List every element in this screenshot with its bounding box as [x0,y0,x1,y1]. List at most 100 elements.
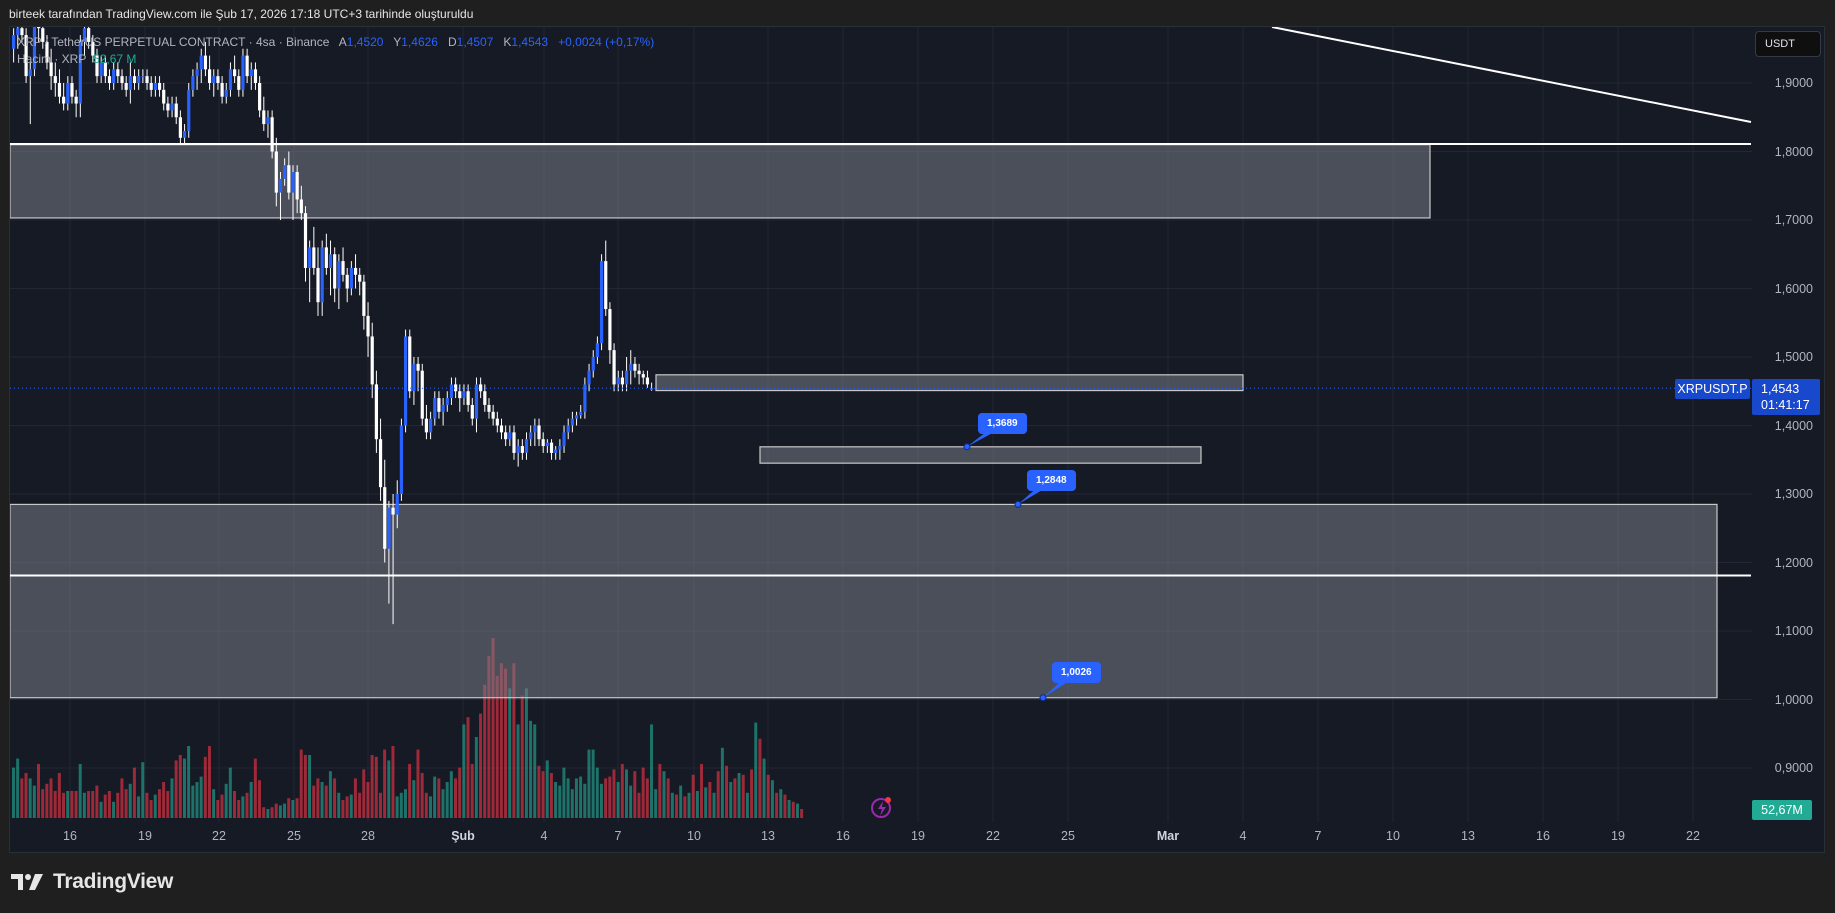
volume-bar [207,746,211,818]
candle-body [633,363,637,371]
volume-bar [687,792,691,818]
candle-body [249,69,253,77]
volume-bar [374,756,378,818]
volume-bar [408,764,412,818]
candle-body [616,377,620,385]
volume-bar [91,791,95,818]
candle-body [237,76,241,90]
time-tick-label: 28 [361,829,375,843]
candle-body [449,384,454,399]
volume-bar [520,695,524,818]
tradingview-brand[interactable]: TradingView [11,870,173,894]
candle-body [512,432,516,453]
volume-bar [562,767,566,818]
candle-body [333,254,337,289]
volume-bar [182,758,186,818]
candle-body [641,374,645,378]
candle-body [466,391,470,405]
lightning-alert-icon[interactable] [871,797,891,818]
candle-body [479,384,483,392]
candle-body [299,199,303,214]
volume-bar [45,783,49,818]
volume-bar [787,800,791,818]
volume-bar [378,792,382,818]
volume-bar [720,747,724,818]
price-callout-label[interactable]: 1,0026 [1052,662,1101,683]
price-callout-label[interactable]: 1,3689 [978,413,1027,434]
volume-bar [795,803,799,818]
volume-bar [695,791,699,818]
candle-body [191,76,195,90]
volume-bar [641,767,645,818]
volume-bar [278,805,282,818]
candle-body [212,76,216,83]
candle-body [366,315,370,337]
volume-bar [287,798,291,818]
price-plot-area[interactable] [10,27,1752,822]
callout-anchor [1014,500,1022,508]
volume-bar [320,782,324,818]
volume-bar [395,796,399,818]
volume-bar [337,792,341,818]
volume-bar [433,776,437,818]
volume-bar [591,749,595,818]
candle-body [124,83,128,90]
volume-bar [245,792,249,818]
volume-bar [624,769,628,818]
candle-body [583,384,587,412]
candle-body [157,83,162,90]
candle-body [283,165,287,179]
volume-bar [362,769,366,818]
candle-body [429,418,433,433]
upper-supply-zone [10,144,1431,219]
currency-button[interactable]: USDT [1755,31,1821,57]
volume-bar [445,782,449,818]
time-tick-label: 22 [986,829,1000,843]
time-axis[interactable]: 16 19 22 25 28 Şub 4 7 10 13 16 19 22 25 Mar 4 7 10 13 16 19… [10,822,1752,852]
volume-bar [449,771,453,818]
candle-body [353,267,358,275]
volume-bar [458,767,462,818]
candle-body [416,363,420,371]
volume-bar [725,765,729,818]
candle-body [87,28,91,42]
candle-body [624,370,629,385]
volume-bar [650,724,653,818]
open-value: 1,4520 [346,35,384,49]
symbol-description[interactable]: XRP / TetherUS PERPETUAL CONTRACT [17,35,246,49]
candle-body [570,418,574,426]
time-tick-label: 16 [63,829,77,843]
close-label: K [503,35,512,49]
candle-body [399,425,404,494]
candle-body [162,89,166,104]
volume-bar [470,764,474,818]
candle-body [412,363,416,392]
candle-body [595,343,599,357]
time-tick-label: 13 [1461,829,1475,843]
volume-bar [308,755,312,818]
candlestick-chart [10,27,1752,822]
candle-body [287,165,291,193]
candle-body [437,398,441,412]
candle-body [579,411,583,416]
price-axis[interactable]: 1,9000 1,8000 1,7000 1,6000 1,5000 1,4000 1,30… [1752,27,1825,822]
time-tick-label: Şub [451,829,475,843]
time-tick-label: 22 [1686,829,1700,843]
volume-bar [74,791,78,818]
high-label: Y [393,35,402,49]
volume-bar [233,791,236,818]
candle-body [166,103,170,111]
price-callout-label[interactable]: 1,2848 [1027,470,1076,491]
candle-body [145,76,149,83]
volume-tag: 52,67M [1752,800,1812,820]
time-tick-label: 25 [287,829,301,843]
symbol-price-tag: XRPUSDT.P [1675,379,1750,399]
volume-bar [99,801,103,818]
candle-body [95,55,99,77]
volume-bar [712,792,716,818]
candle-body [12,35,16,49]
volume-label[interactable]: Hacim · XRP [17,52,87,66]
candle-body [66,83,70,104]
volume-bar [558,785,562,818]
volume-bar [612,769,616,818]
